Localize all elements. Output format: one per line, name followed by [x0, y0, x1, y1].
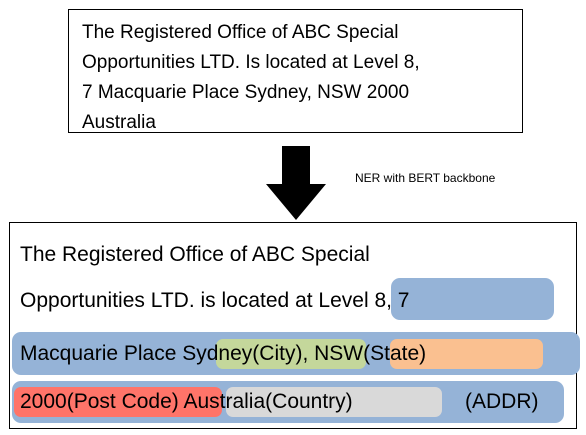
- input-line-4: Australia: [82, 112, 156, 133]
- output-line-3: Macquarie Place Sydney(City), NSW(State): [20, 340, 426, 368]
- addr-entity-text: Level 8, 7: [318, 289, 410, 312]
- comma-text: ,: [302, 342, 315, 365]
- state-entity-text: NSW(State): [314, 342, 427, 365]
- city-entity-text: Sydney(City): [182, 342, 303, 365]
- output-line-4: 2000(Post Code) Australia(Country): [20, 388, 353, 416]
- city-highlight: [216, 339, 366, 369]
- arrow-label: NER with BERT backbone: [355, 171, 496, 185]
- output-line-3-text: Macquarie Place: [20, 342, 183, 365]
- output-line-2: Opportunities LTD. is located at Level 8…: [20, 287, 410, 315]
- down-arrow-icon: [266, 146, 326, 220]
- postcode-highlight: [14, 387, 222, 417]
- output-line-2-text: Opportunities LTD. is located at: [20, 289, 319, 312]
- addr-tag-label: (ADDR): [465, 390, 539, 413]
- input-line-3: 7 Macquarie Place Sydney, NSW 2000: [82, 82, 410, 103]
- postcode-entity-text: 2000(Post Code): [20, 390, 179, 413]
- input-line-2: Opportunities LTD. Is located at Level 8…: [82, 52, 420, 73]
- output-line-1: The Registered Office of ABC Special: [20, 241, 370, 269]
- addr-highlight-line2: [391, 278, 554, 320]
- output-ner-box: The Registered Office of ABC Special Opp…: [9, 222, 580, 429]
- input-line-1: The Registered Office of ABC Special: [82, 22, 399, 43]
- output-line-1-text: The Registered Office of ABC Special: [20, 243, 370, 266]
- country-entity-text: Australia(Country): [183, 390, 353, 413]
- state-highlight: [390, 339, 543, 369]
- input-text-box: The Registered Office of ABC Special Opp…: [68, 9, 523, 133]
- country-highlight: [226, 387, 442, 417]
